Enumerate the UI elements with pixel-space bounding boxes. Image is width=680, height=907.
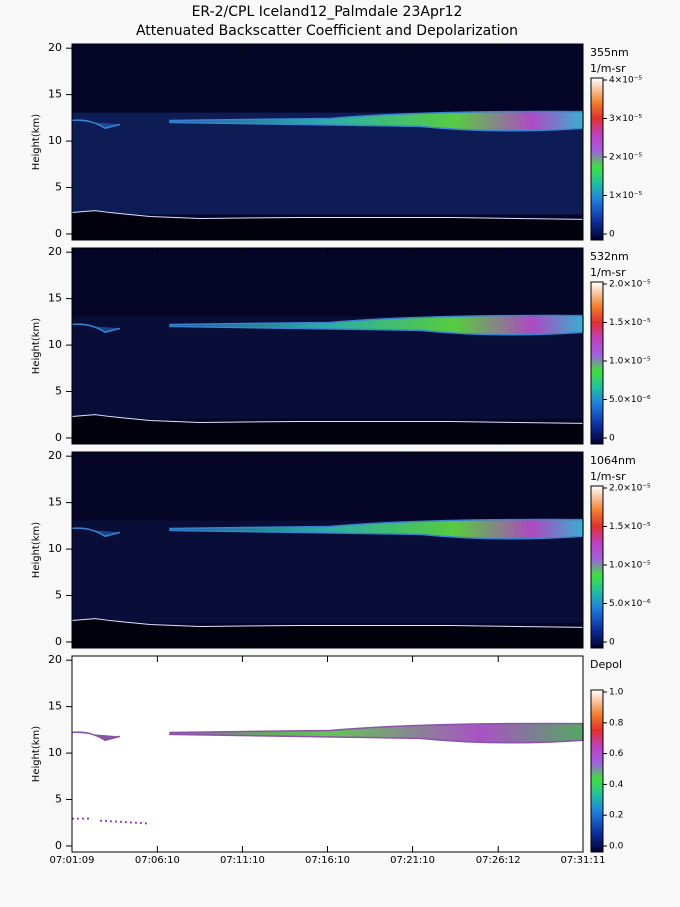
ground-line [71, 210, 584, 220]
ground-line [71, 414, 584, 424]
curtain-background [72, 452, 583, 648]
cloud-layer [71, 314, 584, 336]
colorbar-tick-label: 5.0×10⁻⁶ [609, 395, 651, 405]
colorbar [590, 77, 604, 241]
colorbar-tick-label: 1.0×10⁻⁵ [609, 561, 651, 571]
colorbar-tick-label: 0.4 [609, 780, 624, 790]
y-axis-label: Height(km) [31, 114, 42, 170]
y-tick-label: 5 [55, 793, 62, 806]
y-tick-label: 5 [55, 181, 62, 194]
colorbar-tick-label: 0.2 [609, 811, 623, 821]
x-tick-label: 07:11:10 [220, 855, 265, 866]
x-tick-label: 07:06:10 [135, 855, 180, 866]
colorbar [590, 485, 604, 649]
colorbar-tick-label: 4×10⁻⁵ [609, 76, 642, 86]
chart-title: ER-2/CPL Iceland12_Palmdale 23Apr12 [192, 4, 463, 20]
y-tick-label: 5 [55, 589, 62, 602]
colorbar-title: 355nm [590, 46, 629, 59]
colorbar-units: 1/m-sr [590, 470, 626, 483]
y-tick-label: 10 [48, 338, 62, 351]
y-tick-label: 15 [48, 292, 62, 305]
colorbar-tick-label: 3×10⁻⁵ [609, 114, 642, 124]
colorbar-title: Depol [590, 658, 622, 671]
x-tick-label: 07:16:10 [305, 855, 350, 866]
y-tick-label: 15 [48, 700, 62, 713]
y-tick-label: 5 [55, 385, 62, 398]
chart-subtitle: Attenuated Backscatter Coefficient and D… [136, 23, 518, 39]
colorbar-tick-label: 0.6 [609, 749, 624, 759]
colorbar [590, 689, 604, 853]
x-tick-label: 07:01:09 [50, 855, 95, 866]
colorbar-tick-label: 1.5×10⁻⁵ [609, 522, 651, 532]
y-tick-label: 15 [48, 496, 62, 509]
colorbar-tick-label: 1.5×10⁻⁵ [609, 318, 651, 328]
y-tick-label: 0 [55, 227, 62, 240]
colorbar-title: 1064nm [590, 454, 636, 467]
x-tick-label: 07:31:11 [561, 855, 606, 866]
colorbar-tick-label: 1×10⁻⁵ [609, 191, 642, 201]
y-tick-label: 10 [48, 542, 62, 555]
y-tick-label: 20 [48, 245, 62, 258]
y-axis-label: Height(km) [31, 318, 42, 374]
colorbar-tick-label: 5.0×10⁻⁶ [609, 599, 651, 609]
y-tick-label: 20 [48, 449, 62, 462]
colorbar-tick-label: 0 [609, 638, 615, 648]
cloud-layer [71, 722, 584, 744]
colorbar-title: 532nm [590, 250, 629, 263]
colorbar-tick-label: 0.0 [609, 842, 624, 852]
y-tick-label: 10 [48, 134, 62, 147]
colorbar-units: 1/m-sr [590, 266, 626, 279]
colorbar-tick-label: 0 [609, 230, 615, 240]
y-tick-label: 15 [48, 88, 62, 101]
colorbar-tick-label: 2.0×10⁻⁵ [609, 280, 651, 290]
y-axis-label: Height(km) [31, 726, 42, 782]
ground-line [71, 618, 584, 628]
y-tick-label: 10 [48, 746, 62, 759]
colorbar [590, 281, 604, 445]
y-axis-label: Height(km) [31, 522, 42, 578]
cloud-layer [71, 518, 584, 540]
y-tick-label: 20 [48, 41, 62, 54]
y-tick-label: 0 [55, 839, 62, 852]
curtain-background [72, 656, 583, 852]
curtain-background [72, 248, 583, 444]
colorbar-tick-label: 0 [609, 434, 615, 444]
colorbar-units: 1/m-sr [590, 62, 626, 75]
colorbar-tick-label: 2×10⁻⁵ [609, 153, 642, 163]
x-tick-label: 07:26:12 [476, 855, 521, 866]
colorbar-tick-label: 0.8 [609, 718, 624, 728]
colorbar-tick-label: 1.0×10⁻⁵ [609, 357, 651, 367]
depol-low [72, 817, 151, 825]
y-tick-label: 20 [48, 653, 62, 666]
colorbar-tick-label: 1.0 [609, 688, 624, 698]
y-tick-label: 0 [55, 635, 62, 648]
cloud-layer [71, 110, 584, 132]
x-tick-label: 07:21:10 [390, 855, 435, 866]
y-tick-label: 0 [55, 431, 62, 444]
colorbar-tick-label: 2.0×10⁻⁵ [609, 484, 651, 494]
